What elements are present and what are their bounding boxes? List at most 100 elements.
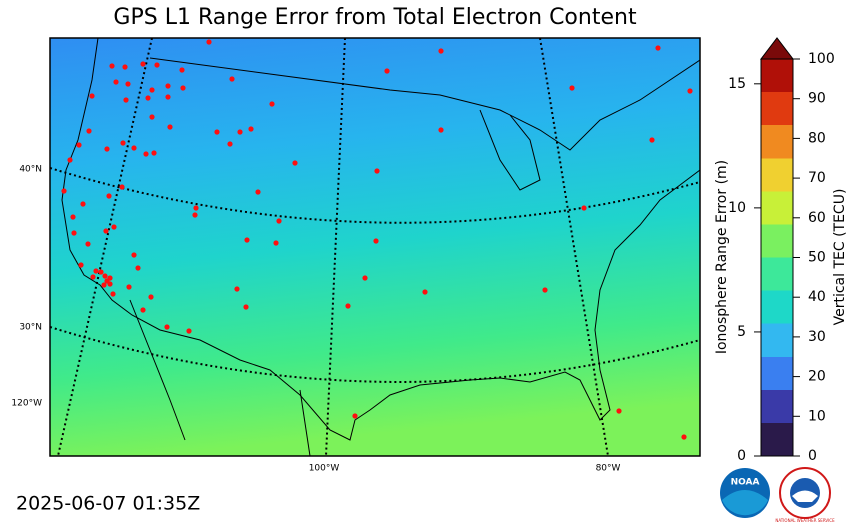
station xyxy=(192,212,198,218)
station xyxy=(569,85,575,91)
colorbar-extension xyxy=(759,37,795,60)
station xyxy=(352,413,358,419)
station xyxy=(345,303,351,309)
station xyxy=(71,230,77,236)
station xyxy=(67,157,73,163)
station xyxy=(193,205,199,211)
station xyxy=(126,284,132,290)
tec-field xyxy=(50,38,700,456)
station xyxy=(362,275,368,281)
station xyxy=(149,87,155,93)
station xyxy=(273,240,279,246)
station xyxy=(234,286,240,292)
lat-label: 40°N xyxy=(19,165,42,175)
station xyxy=(102,273,108,279)
station xyxy=(292,160,298,166)
station xyxy=(164,324,170,330)
noaa-text: NOAA xyxy=(731,478,760,488)
title: GPS L1 Range Error from Total Electron C… xyxy=(113,5,637,30)
station xyxy=(123,97,129,103)
station xyxy=(145,95,151,101)
station xyxy=(422,289,428,295)
station xyxy=(119,184,125,190)
error-tick-label: 0 xyxy=(737,448,746,464)
station xyxy=(109,63,115,69)
lat-label: 30°N xyxy=(19,323,42,333)
station xyxy=(76,142,82,148)
station xyxy=(101,282,107,288)
station xyxy=(438,48,444,54)
tec-axis-label: Vertical TEC (TECU) xyxy=(832,189,848,326)
colorbar-body xyxy=(760,58,794,457)
station xyxy=(165,94,171,100)
station xyxy=(140,307,146,313)
tec-tick-label: 60 xyxy=(808,210,826,226)
station xyxy=(131,145,137,151)
station xyxy=(237,129,243,135)
station xyxy=(89,93,95,99)
station xyxy=(681,434,687,440)
station xyxy=(179,67,185,73)
station xyxy=(125,81,131,87)
tec-tick-label: 0 xyxy=(808,448,817,464)
station xyxy=(111,224,117,230)
tec-tick-label: 90 xyxy=(808,91,826,107)
station xyxy=(120,140,126,146)
station xyxy=(98,269,104,275)
station xyxy=(93,268,99,274)
station xyxy=(103,228,109,234)
station xyxy=(149,114,155,120)
station xyxy=(438,127,444,133)
station xyxy=(154,62,160,68)
station xyxy=(85,241,91,247)
tec-tick-label: 100 xyxy=(808,51,835,67)
station xyxy=(61,188,67,194)
station xyxy=(122,64,128,70)
lon-label: 100°W xyxy=(309,464,340,474)
station xyxy=(687,88,693,94)
station xyxy=(104,146,110,152)
station xyxy=(373,238,379,244)
station xyxy=(180,85,186,91)
nws-text: NATIONAL WEATHER SERVICE xyxy=(775,518,835,523)
tec-tick-label: 40 xyxy=(808,289,826,305)
tec-tick-label: 50 xyxy=(808,250,826,266)
tec-tick-label: 30 xyxy=(808,329,826,345)
station xyxy=(581,205,587,211)
station xyxy=(165,83,171,89)
station xyxy=(616,408,622,414)
station xyxy=(655,45,661,51)
map-frame xyxy=(49,37,701,457)
station xyxy=(243,304,249,310)
coastlines xyxy=(61,38,700,456)
station xyxy=(269,101,275,107)
timestamp: 2025-06-07 01:35Z xyxy=(16,493,200,515)
station xyxy=(374,168,380,174)
error-tick-label: 10 xyxy=(728,200,746,216)
station xyxy=(70,214,76,220)
error-tick-label: 15 xyxy=(728,76,746,92)
error-axis-label: Ionosphere Range Error (m) xyxy=(714,160,730,354)
tec-tick-label: 70 xyxy=(808,170,826,186)
error-tick-label: 5 xyxy=(737,324,746,340)
station xyxy=(276,218,282,224)
station xyxy=(384,68,390,74)
noaa-logo: NOAA xyxy=(720,468,770,518)
graticule xyxy=(50,38,700,456)
station xyxy=(206,39,212,45)
station xyxy=(255,189,261,195)
station xyxy=(248,126,254,132)
station xyxy=(214,129,220,135)
station xyxy=(140,61,146,67)
lon-label: 80°W xyxy=(596,464,621,474)
map xyxy=(50,38,700,456)
tec-tick-label: 10 xyxy=(808,408,826,424)
colorbar: 0 10 20 30 40 50 60 70 80 90 100 0 5 10 15 xyxy=(728,37,835,464)
station xyxy=(131,252,137,258)
station xyxy=(78,262,84,268)
station xyxy=(86,128,92,134)
lon-label: 120°W xyxy=(11,399,42,409)
station xyxy=(90,274,96,280)
station xyxy=(135,265,141,271)
